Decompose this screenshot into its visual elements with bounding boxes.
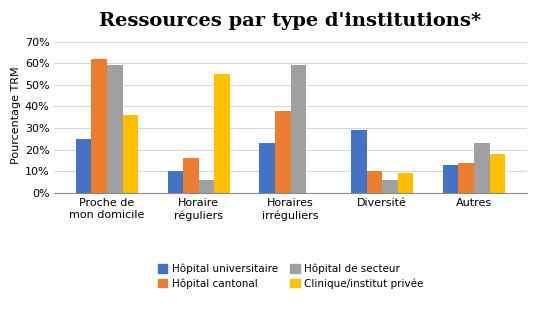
Title: Ressources par type d'institutions*: Ressources par type d'institutions* (99, 12, 482, 30)
Bar (260, 143, 275, 193)
Bar (199, 180, 214, 193)
Bar (458, 163, 474, 193)
Bar (123, 115, 138, 193)
Bar (168, 171, 183, 193)
Bar (382, 180, 398, 193)
Y-axis label: Pourcentage TRM: Pourcentage TRM (10, 66, 21, 164)
Bar (367, 171, 382, 193)
Bar (398, 174, 413, 193)
Bar (76, 139, 91, 193)
Bar (214, 74, 230, 193)
Bar (107, 65, 123, 193)
Bar (351, 130, 367, 193)
Bar (91, 59, 107, 193)
Bar (490, 154, 505, 193)
Bar (291, 65, 306, 193)
Bar (474, 143, 490, 193)
Bar (183, 158, 199, 193)
Bar (443, 165, 458, 193)
Bar (275, 111, 291, 193)
Legend: Hôpital universitaire, Hôpital cantonal, Hôpital de secteur, Clinique/institut p: Hôpital universitaire, Hôpital cantonal,… (158, 263, 423, 289)
